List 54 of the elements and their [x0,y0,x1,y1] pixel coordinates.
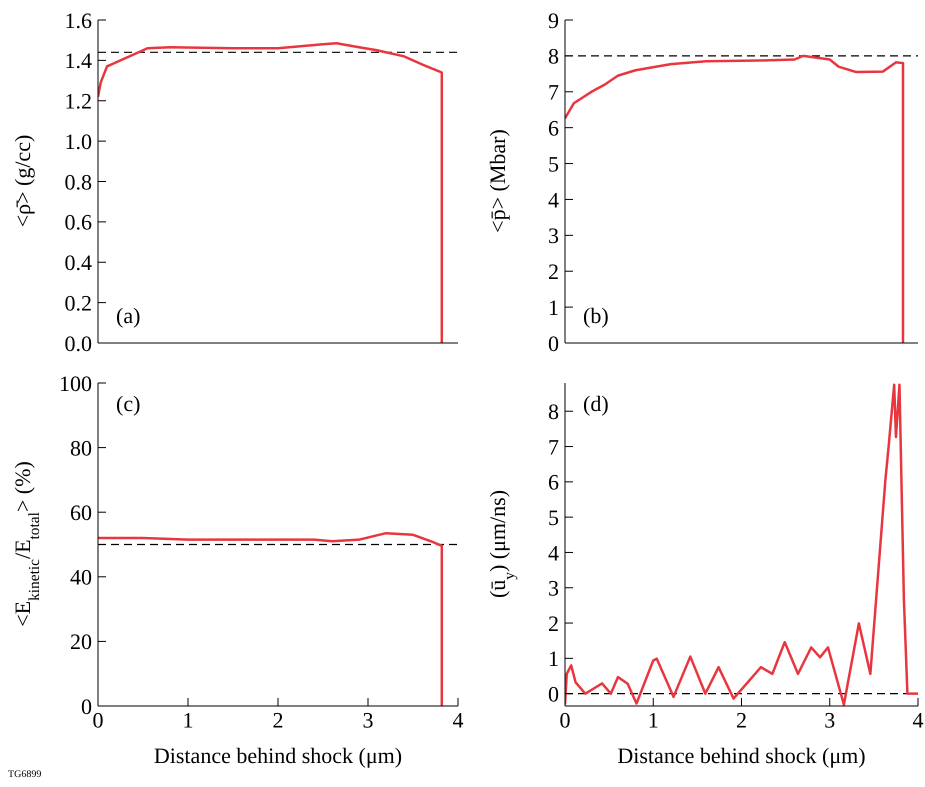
y-tick-label: 5 [548,504,559,530]
y-tick-label: 80 [70,435,92,460]
y-tick-label: 1.2 [64,88,92,114]
y-axis-title: <ρ̄> (g/cc) [10,134,35,228]
y-tick-label: 1.6 [64,8,92,33]
y-tick-label: 0 [548,330,559,356]
y-axis-title: <p̄> (Mbar) [485,129,510,233]
x-tick-label: 1 [648,708,659,733]
y-tick-label: 0.8 [64,169,92,194]
x-tick-label: 4 [912,708,924,733]
y-tick-label: 100 [59,370,92,396]
y-tick-label: 3 [548,576,559,601]
y-tick-label: 6 [548,470,559,495]
y-tick-label: 4 [548,187,559,212]
y-tick-label: 0.2 [64,290,92,316]
x-tick-label: 3 [362,708,374,733]
y-tick-label: 9 [548,8,559,33]
x-tick-label: 4 [452,708,464,733]
line-series [565,384,918,706]
line-series [98,532,444,706]
x-tick-label: 3 [824,708,836,733]
y-tick-label: 1 [548,646,559,672]
y-tick-label: 1.4 [64,48,92,74]
y-tick-label: 4 [548,540,559,566]
y-tick-label: 0.6 [64,210,92,235]
y-tick-label: 6 [548,115,559,140]
y-tick-label: 0.0 [64,330,92,356]
text: TG6899 [8,769,42,780]
y-tick-label: 1 [548,294,559,320]
y-tick-label: 1.0 [64,128,92,154]
line-series [565,54,904,343]
x-axis-title: Distance behind shock (μm) [617,743,866,768]
annotation: (d) [583,391,609,417]
y-tick-label: 40 [70,564,92,590]
y-tick-label: 0.4 [64,250,92,276]
x-tick-label: 1 [182,708,194,733]
y-tick-label: 8 [548,399,559,424]
x-axis-title: Distance behind shock (μm) [154,743,402,768]
y-tick-label: 7 [548,434,559,460]
annotation: (b) [583,303,609,329]
line-series [98,42,444,343]
y-tick-label: 7 [548,80,559,105]
y-tick-label: 2 [548,610,559,636]
x-tick-label: 2 [272,708,284,733]
y-tick-label: 20 [70,629,92,654]
y-tick-label: 3 [548,223,559,248]
annotation: (c) [116,391,140,417]
x-tick-label: 2 [736,708,747,733]
y-tick-label: 5 [548,151,559,176]
y-tick-label: 60 [70,500,92,526]
y-tick-label: 2 [548,259,559,284]
y-tick-label: 0 [548,681,559,706]
annotation: (a) [116,303,140,329]
y-tick-label: 8 [548,44,559,69]
